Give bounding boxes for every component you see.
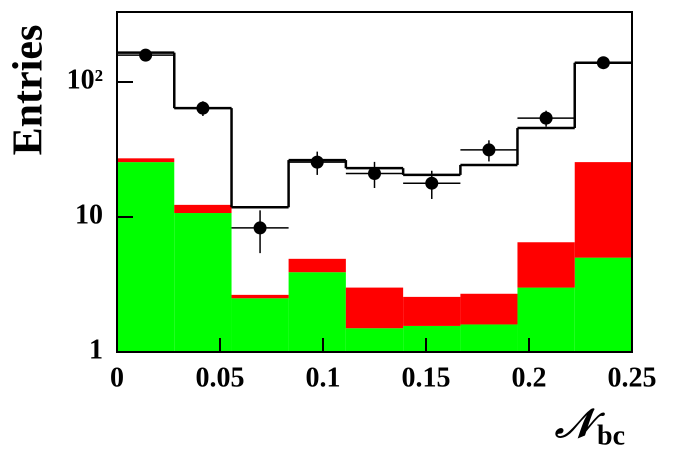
bar-segment <box>574 162 632 258</box>
plot-frame <box>116 11 633 353</box>
bar-segment <box>403 325 461 352</box>
x-tick-label: 0.1 <box>306 362 341 393</box>
data-point <box>139 48 153 62</box>
bar-segment <box>174 204 232 214</box>
data-point <box>310 155 324 169</box>
x-tick-label: 0.2 <box>512 362 547 393</box>
bar-segment <box>517 287 575 352</box>
x-axis-label-sub: bc <box>597 420 625 451</box>
bar-segment <box>288 272 346 352</box>
bar-segment <box>574 257 632 352</box>
x-tick-label: 0 <box>110 362 124 393</box>
data-point <box>196 101 210 115</box>
bar-segment <box>345 287 404 329</box>
x-tick-label: 0.15 <box>402 362 451 393</box>
bar-segment <box>460 293 518 325</box>
y-tick-label: 10 <box>75 199 103 230</box>
x-tick-label: 0.05 <box>196 362 245 393</box>
bar-segment <box>460 324 518 352</box>
bar-segment <box>517 242 575 288</box>
data-point <box>425 176 439 190</box>
y-tick-label: 1 <box>89 334 103 365</box>
bar-segment <box>231 294 289 299</box>
data-point <box>596 56 610 70</box>
data-point <box>253 221 267 235</box>
x-tick-label: 0.25 <box>608 362 657 393</box>
bar-segment <box>288 258 346 273</box>
bar-segment <box>117 162 175 352</box>
data-point <box>368 167 381 181</box>
bar-segment <box>345 328 404 352</box>
bar-segment <box>231 298 289 352</box>
y-tick-label: 10² <box>67 64 103 95</box>
y-axis-label: Entries <box>6 25 52 156</box>
data-point <box>482 143 496 157</box>
bar-segment <box>403 296 461 326</box>
bar-segment <box>174 213 232 352</box>
data-point <box>539 111 553 125</box>
bar-segment <box>117 158 175 163</box>
